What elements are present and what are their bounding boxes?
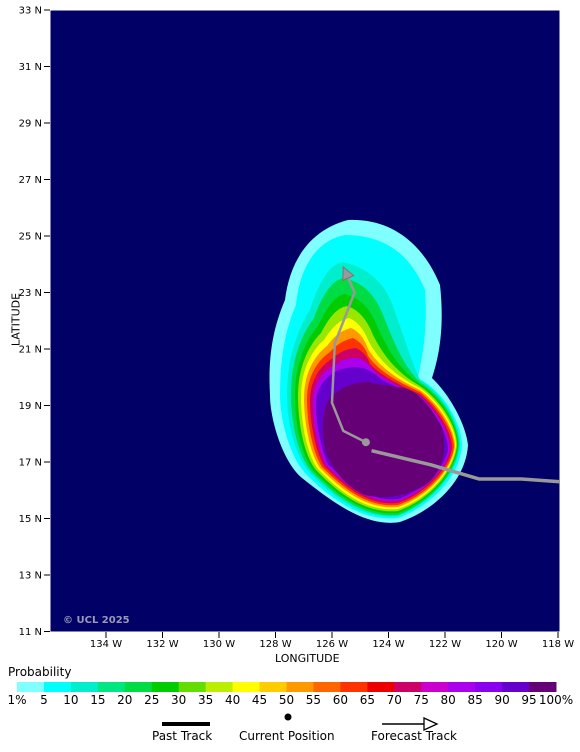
y-axis-title: LATITUDE [9, 292, 23, 347]
colorbar-segment [421, 682, 449, 692]
lon-tick-label: 132 W [146, 639, 178, 650]
colorbar-segment [475, 682, 503, 692]
colorbar-segment [17, 682, 45, 692]
colorbar-tick-label: 85 [467, 693, 483, 707]
lon-tick-label: 128 W [259, 639, 291, 650]
colorbar-segment [151, 682, 180, 692]
lon-tick-label: 124 W [372, 639, 404, 650]
past-track-label: Past Track [152, 729, 213, 743]
latitude-axis: 33 N 31 N 29 N 27 N 25 N 23 N 21 N 19 N 17 N 15 N… [19, 6, 50, 638]
colorbar-tick-label: 60 [332, 693, 349, 707]
colorbar-tick-label: 100% [538, 693, 574, 707]
swath-95pct [322, 382, 445, 498]
colorbar-segment [502, 682, 530, 692]
lat-tick-label: 19 N [19, 401, 42, 412]
colorbar-segment [448, 682, 476, 692]
lat-tick-label: 21 N [19, 345, 42, 356]
lat-tick-label: 17 N [19, 458, 42, 469]
forecast-track-label: Forecast Track [371, 729, 457, 743]
colorbar-segment [205, 682, 234, 692]
colorbar-tick-label: 50 [278, 693, 295, 707]
colorbar-segment [43, 682, 72, 692]
lat-tick-label: 33 N [19, 6, 42, 17]
colorbar-segment [286, 682, 314, 692]
colorbar-tick-label: 95 [521, 693, 537, 707]
colorbar-tick-label: 35 [198, 693, 214, 707]
colorbar-segment [124, 682, 153, 692]
colorbar-segment [367, 682, 395, 692]
colorbar-tick-label: 30 [171, 693, 187, 707]
lon-tick-label: 130 W [203, 639, 235, 650]
lat-tick-label: 11 N [19, 627, 42, 638]
colorbar-segment [97, 682, 126, 692]
past-track-line [371, 448, 560, 484]
colorbar-tick-label: 40 [224, 693, 241, 707]
colorbar-segment [70, 682, 99, 692]
colorbar-tick-label: 20 [117, 693, 133, 707]
colorbar-segment [394, 682, 422, 692]
colorbar-segment [529, 682, 557, 692]
probability-swath [269, 219, 468, 523]
colorbar-segment [259, 682, 287, 692]
forecast-track-line [330, 266, 367, 444]
colorbar-segment [232, 682, 261, 692]
legend-title: Probability [8, 665, 72, 679]
x-axis-title: LONGITUDE [275, 652, 340, 665]
lat-tick-label: 31 N [19, 62, 42, 73]
colorbar-tick-label: 5 [40, 693, 48, 707]
current-position-symbol [284, 713, 292, 721]
longitude-axis: 134 W 132 W 130 W 128 W 126 W 124 W 122 W 120 W… [90, 632, 574, 650]
colorbar-tick-label: 25 [144, 693, 160, 707]
colorbar-segment [340, 682, 368, 692]
lat-tick-label: 23 N [19, 288, 42, 299]
colorbar-tick-label: 80 [440, 693, 456, 707]
lon-tick-label: 122 W [429, 639, 461, 650]
forecast-arrowhead [342, 266, 355, 282]
forecast-arrow-symbol [423, 716, 439, 732]
lon-tick-label: 134 W [90, 639, 122, 650]
lat-tick-label: 27 N [19, 175, 42, 186]
lon-tick-label: 126 W [316, 639, 348, 650]
lon-tick-label: 120 W [485, 639, 517, 650]
colorbar-tick-label: 65 [359, 693, 375, 707]
colorbar-tick-label: 90 [494, 693, 510, 707]
lon-tick-label: 118 W [542, 639, 574, 650]
colorbar-tick-label: 55 [305, 693, 322, 707]
lat-tick-label: 25 N [19, 232, 42, 243]
probability-colorbar [17, 682, 557, 692]
colorbar-tick-label: 75 [413, 693, 429, 707]
colorbar-tick-label: 45 [251, 693, 268, 707]
copyright-text: © UCL 2025 [63, 615, 130, 626]
current-position-label: Current Position [239, 729, 335, 743]
colorbar-tick-label: 10 [63, 693, 79, 707]
colorbar-tick-label: 15 [90, 693, 106, 707]
lat-tick-label: 15 N [19, 514, 42, 525]
colorbar-tick-label: 70 [386, 693, 402, 707]
lat-tick-label: 29 N [19, 119, 42, 130]
current-position-marker [361, 438, 370, 447]
map-frame [49, 9, 561, 633]
colorbar-segment [178, 682, 207, 692]
colorbar-tick-label: 1% [7, 693, 27, 707]
lat-tick-label: 13 N [19, 571, 42, 582]
colorbar-segment [313, 682, 341, 692]
